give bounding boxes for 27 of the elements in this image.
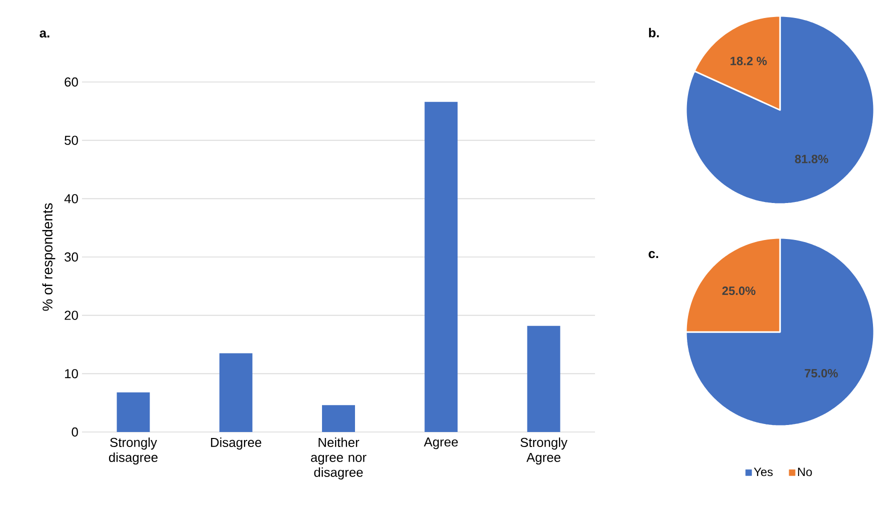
bar bbox=[219, 353, 252, 432]
data-label: 18.2 % bbox=[730, 56, 767, 66]
x-tick-label: Strongly Agree bbox=[520, 438, 568, 465]
x-tick-label: Strongly disagree bbox=[109, 438, 158, 465]
text: b. bbox=[649, 28, 659, 38]
y-tick-label: 30 bbox=[64, 252, 78, 262]
y-tick-label: 40 bbox=[64, 194, 78, 204]
y-tick-label: 60 bbox=[64, 77, 78, 87]
data-label: 81.8% bbox=[794, 154, 828, 164]
legend-label: No bbox=[798, 468, 812, 476]
bar bbox=[116, 392, 150, 432]
y-tick-label: 0 bbox=[72, 427, 78, 437]
y-tick-label: 10 bbox=[65, 369, 78, 378]
y-axis-title: % of respondents bbox=[42, 203, 56, 311]
data-label: 25.0% bbox=[722, 286, 756, 296]
x-tick-label: Disagree bbox=[211, 438, 262, 450]
bar bbox=[322, 405, 356, 432]
y-tick-label: 50 bbox=[64, 136, 78, 145]
legend-label: Yes bbox=[754, 468, 773, 476]
data-label: 75.0% bbox=[804, 368, 838, 378]
text: c. bbox=[648, 251, 658, 258]
y-tick-label: 20 bbox=[64, 310, 78, 320]
x-tick-label: Agree bbox=[424, 438, 458, 450]
bar bbox=[527, 326, 560, 432]
chart-title: a. bbox=[40, 30, 50, 38]
bar bbox=[424, 102, 458, 432]
x-tick-label: Neither agree nor disagree bbox=[310, 438, 366, 480]
